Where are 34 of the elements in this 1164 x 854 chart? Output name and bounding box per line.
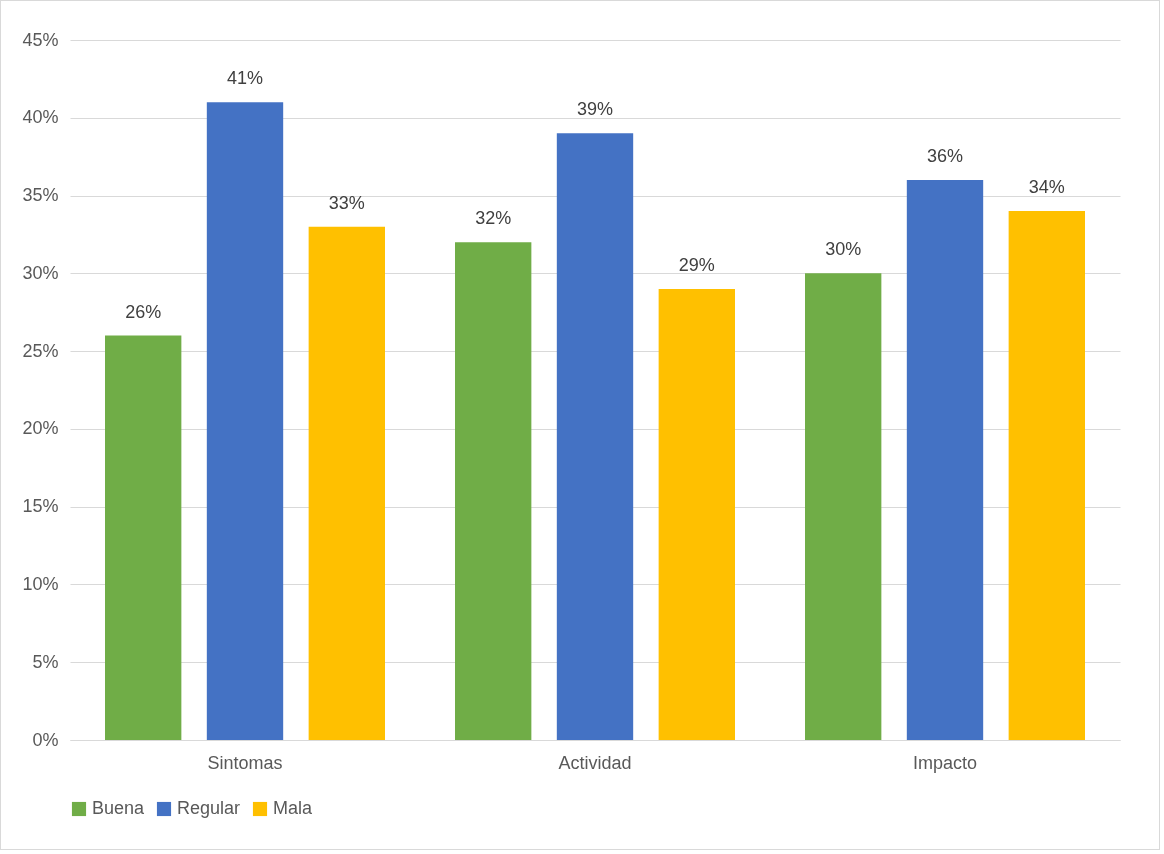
bar (455, 242, 532, 740)
bar (105, 335, 182, 740)
y-tick-label: 0% (32, 729, 59, 750)
data-label: 41% (226, 68, 264, 89)
y-tick-label: 30% (22, 262, 59, 283)
bar (206, 102, 284, 740)
y-tick-label: 20% (22, 418, 59, 439)
x-tick-label: Sintomas (207, 752, 283, 773)
data-label: 34% (1028, 177, 1065, 198)
data-label: 29% (678, 254, 715, 275)
y-tick-label: 25% (22, 340, 59, 361)
data-label: 39% (576, 99, 614, 120)
x-tick-label: Actividad (558, 752, 632, 773)
y-tick-label: 5% (32, 651, 59, 672)
bar (906, 180, 984, 740)
bar (308, 226, 385, 740)
data-label: 33% (328, 192, 365, 213)
bar (1008, 211, 1085, 740)
data-label: 36% (926, 146, 964, 166)
legend-label: Mala (273, 798, 313, 818)
data-label: 32% (475, 208, 512, 229)
bar (805, 273, 882, 740)
bar (556, 133, 634, 740)
y-tick-label: 15% (22, 496, 59, 517)
y-tick-label: 40% (22, 107, 59, 128)
x-tick-label: Impacto (912, 752, 978, 773)
y-tick-label: 35% (22, 185, 59, 206)
y-tick-label: 45% (22, 29, 59, 50)
legend-label: Buena (92, 798, 146, 818)
data-label: 30% (825, 239, 862, 260)
legend-label: Regular (177, 798, 241, 818)
y-tick-label: 10% (22, 573, 59, 594)
bar (658, 288, 735, 740)
data-label: 26% (125, 301, 162, 322)
